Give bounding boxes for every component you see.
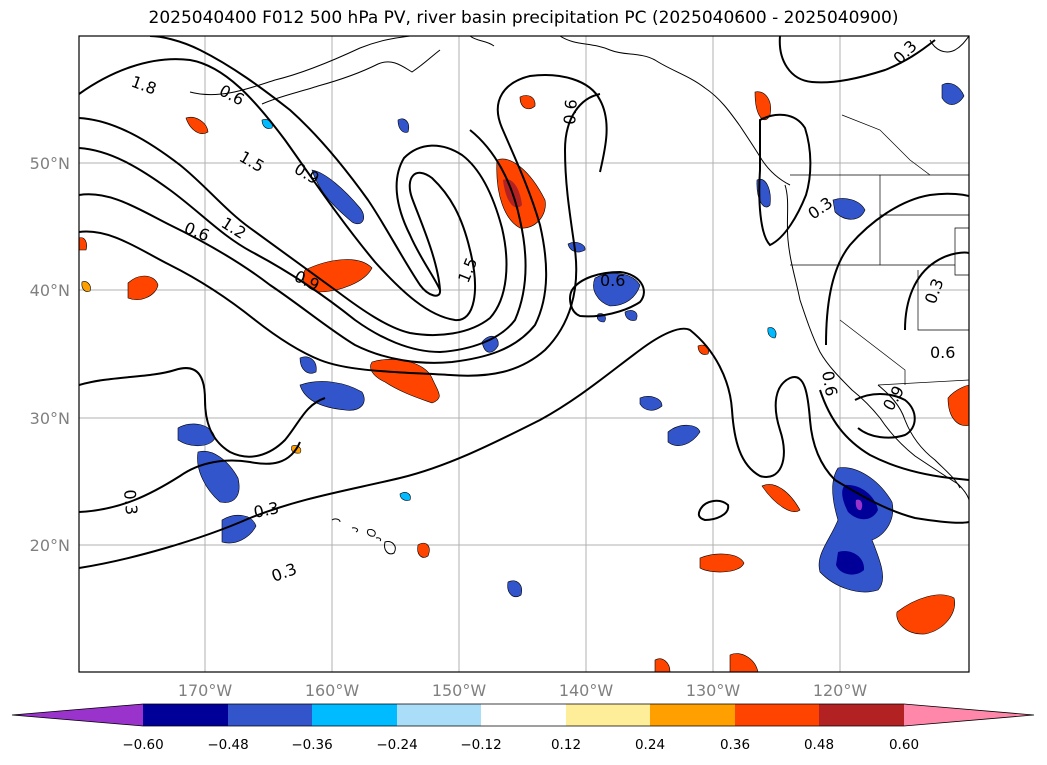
precip-positive-patch <box>519 95 536 109</box>
longitude-labels: 170°W 160°W 150°W 140°W 130°W 120°W <box>178 681 868 700</box>
precip-negative-patch <box>639 396 663 411</box>
lat-label: 50°N <box>30 154 70 173</box>
precip-positive-patch <box>947 384 969 426</box>
lon-label: 170°W <box>178 681 233 700</box>
colorbar-bin <box>735 704 819 726</box>
colorbar-tick-label: 0.12 <box>551 737 581 753</box>
precip-positive-patch <box>654 658 671 672</box>
precip-positive-patch <box>697 344 709 355</box>
contour-label: 0.3 <box>120 489 141 516</box>
colorbar-tick-labels: −0.60 −0.48 −0.36 −0.24 −0.12 0.12 0.24 … <box>122 737 919 753</box>
precip-positive-patch <box>699 553 745 573</box>
precip-positive-patch <box>127 275 159 300</box>
precip-negative-patch <box>507 580 522 598</box>
colorbar-bin <box>819 704 904 726</box>
colorbar-bin <box>650 704 735 726</box>
colorbar-extend-min <box>12 704 143 726</box>
precip-negative-patch <box>299 381 365 411</box>
precip-negative-core <box>836 550 865 575</box>
precip-positive-patch <box>729 653 759 672</box>
colorbar-tick-label: 0.36 <box>720 737 750 753</box>
map-title: 2025040400 F012 500 hPa PV, river basin … <box>148 8 899 28</box>
lon-label: 120°W <box>813 681 868 700</box>
lon-label: 160°W <box>305 681 360 700</box>
contour-label: 0.3 <box>252 498 281 522</box>
colorbar-bin <box>228 704 312 726</box>
pv-contours <box>79 36 969 569</box>
colorbar-bin <box>481 704 566 726</box>
colorbar-tick-label: −0.60 <box>122 737 163 753</box>
hawaii-islands <box>331 518 396 555</box>
precip-positive-patch <box>79 237 87 251</box>
lon-label: 130°W <box>686 681 741 700</box>
precip-negative-patch <box>299 356 317 374</box>
political-borders <box>790 114 969 386</box>
colorbar-bin <box>397 704 481 726</box>
precip-negative-patch <box>567 242 586 253</box>
colorbar-tick-label: −0.12 <box>460 737 501 753</box>
precip-positive-patch <box>417 542 430 558</box>
lon-label: 150°W <box>432 681 487 700</box>
precip-negative-patch <box>667 424 701 446</box>
precip-positive-patch <box>370 359 440 404</box>
lon-label: 140°W <box>559 681 614 700</box>
precip-negative-core <box>855 499 863 511</box>
precip-negative-patch <box>481 335 499 353</box>
colorbar: −0.60 −0.48 −0.36 −0.24 −0.12 0.12 0.24 … <box>11 703 1035 753</box>
latitude-labels: 50°N 40°N 30°N 20°N <box>30 154 70 555</box>
colorbar-tick-label: −0.24 <box>376 737 417 753</box>
colorbar-bin <box>143 704 228 726</box>
lat-label: 40°N <box>30 281 70 300</box>
lat-label: 20°N <box>30 536 70 555</box>
precip-negative-patch <box>593 272 641 307</box>
map-border <box>78 35 970 673</box>
precip-negative-patch <box>399 492 411 501</box>
precip-positive-patch <box>761 484 801 512</box>
precip-negative-patch <box>221 514 257 544</box>
precip-positive-patch <box>185 117 209 134</box>
lat-label: 30°N <box>30 409 70 428</box>
precip-negative-patch <box>767 327 777 339</box>
colorbar-extend-max <box>904 704 1034 726</box>
colorbar-tick-label: −0.48 <box>207 737 248 753</box>
colorbar-tick-label: −0.36 <box>291 737 332 753</box>
precip-negative-patch <box>397 118 409 133</box>
precip-negative-patch <box>311 169 364 225</box>
precip-negative-patch <box>941 82 965 105</box>
contour-label: 0.6 <box>930 343 955 362</box>
contour-label: 0.6 <box>600 271 625 290</box>
contour-label: 0.6 <box>818 369 841 397</box>
contour-label: 0.6 <box>560 99 581 126</box>
colorbar-tick-label: 0.48 <box>804 737 834 753</box>
precip-positive-patch <box>81 281 91 292</box>
colorbar-bin <box>566 704 650 726</box>
precip-negative-patch <box>624 310 638 321</box>
colorbar-tick-label: 0.60 <box>889 737 919 753</box>
precip-negative-patch <box>832 198 866 220</box>
colorbar-tick-label: 0.24 <box>635 737 665 753</box>
precip-positive-patch <box>896 594 956 635</box>
colorbar-bin <box>312 704 397 726</box>
